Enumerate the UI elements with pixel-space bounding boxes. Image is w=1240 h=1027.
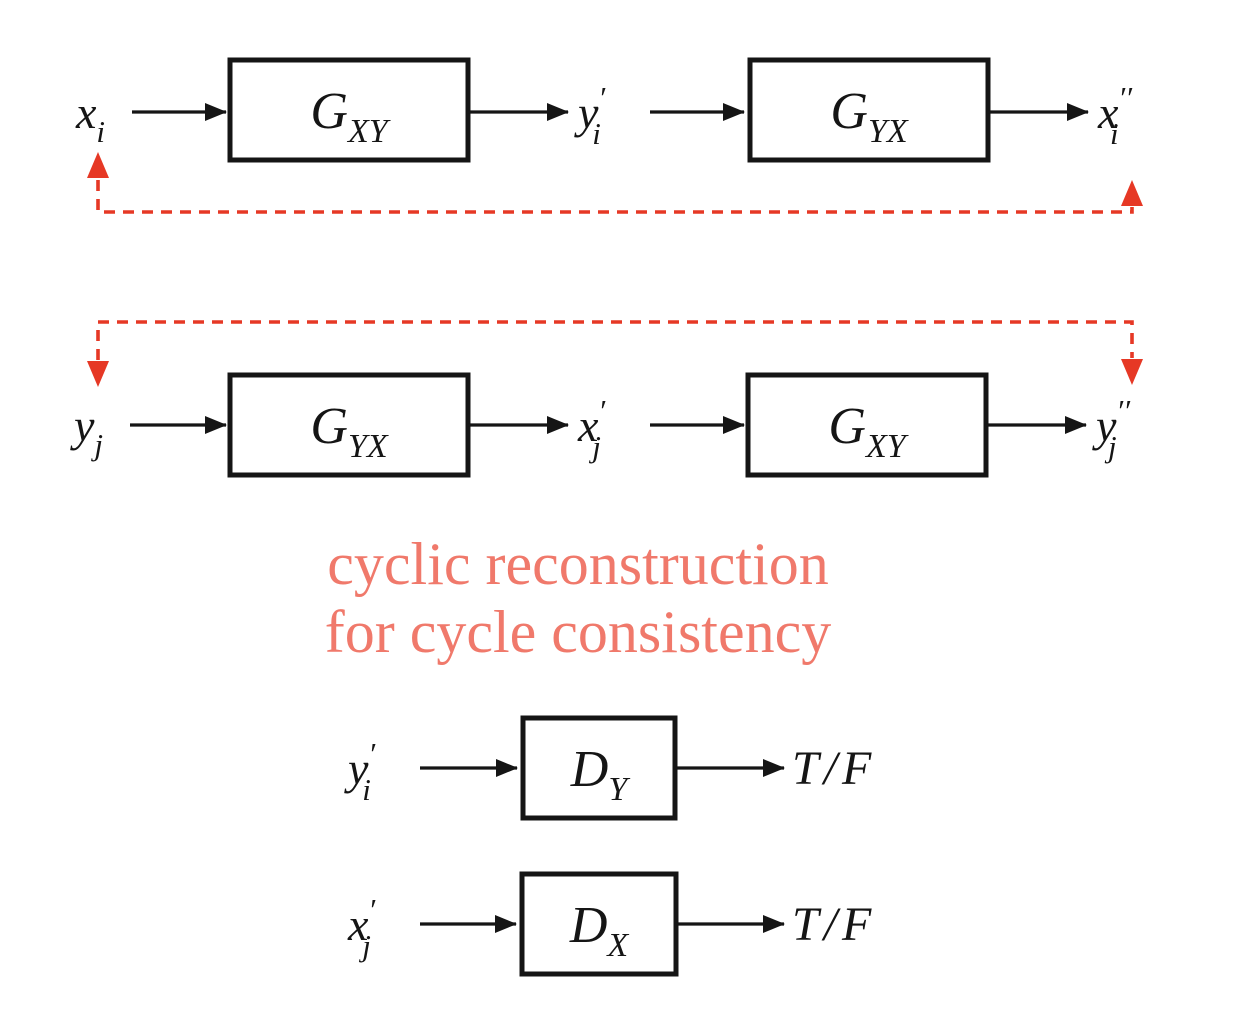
row2-output-label: y′′ j [1092,393,1131,464]
row2-cycle-dashed-loop [96,320,1134,360]
row1-gen1-box [227,57,471,163]
disc2-box-label: DX [569,897,630,964]
disc1-box-label: DY [570,741,631,808]
disc1-input-label: y′ i [344,736,376,807]
caption-line2: for cycle consistency [325,599,831,665]
disc1-result-label: T/F [792,742,876,795]
row1-mid-label: y′ i [574,80,606,151]
row1-cycle-dashed-loop [96,180,1134,214]
discriminator-x-row: x′ j DX T/F [347,871,876,977]
row1-gen2-box [747,57,991,163]
row2-gen1-box [227,372,471,478]
cycle-consistency-caption: cyclic reconstruction for cycle consiste… [325,531,831,665]
disc2-input-label: x′ j [347,892,376,963]
row1-gen1-label: GXY [310,83,390,150]
row1-input-label: xi [75,87,105,149]
row2-cycle-arrowhead-right-down-icon [1121,359,1143,385]
row2-mid-label: x′ j [577,393,606,464]
row1-cycle-arrowhead-left-up-icon [87,152,109,178]
forward-cycle-row: xi GXY y′ i GYX x′′ i [75,57,1143,214]
discriminator-y-row: y′ i DY T/F [344,715,876,821]
row1-cycle-arrowhead-right-up-icon [1121,180,1143,206]
row2-gen2-label: GXY [828,398,908,465]
row2-gen1-label: GYX [310,398,388,465]
row2-gen2-box [745,372,989,478]
disc2-result-label: T/F [792,898,876,951]
disc1-box [520,715,678,821]
backward-cycle-row: yj GYX x′ j GXY y′′ j [70,320,1143,478]
row2-input-label: yj [70,400,103,462]
row1-gen2-label: GYX [830,83,908,150]
row2-cycle-arrowhead-left-down-icon [87,361,109,387]
caption-line1: cyclic reconstruction [327,531,828,597]
row1-output-label: x′′ i [1097,80,1133,151]
